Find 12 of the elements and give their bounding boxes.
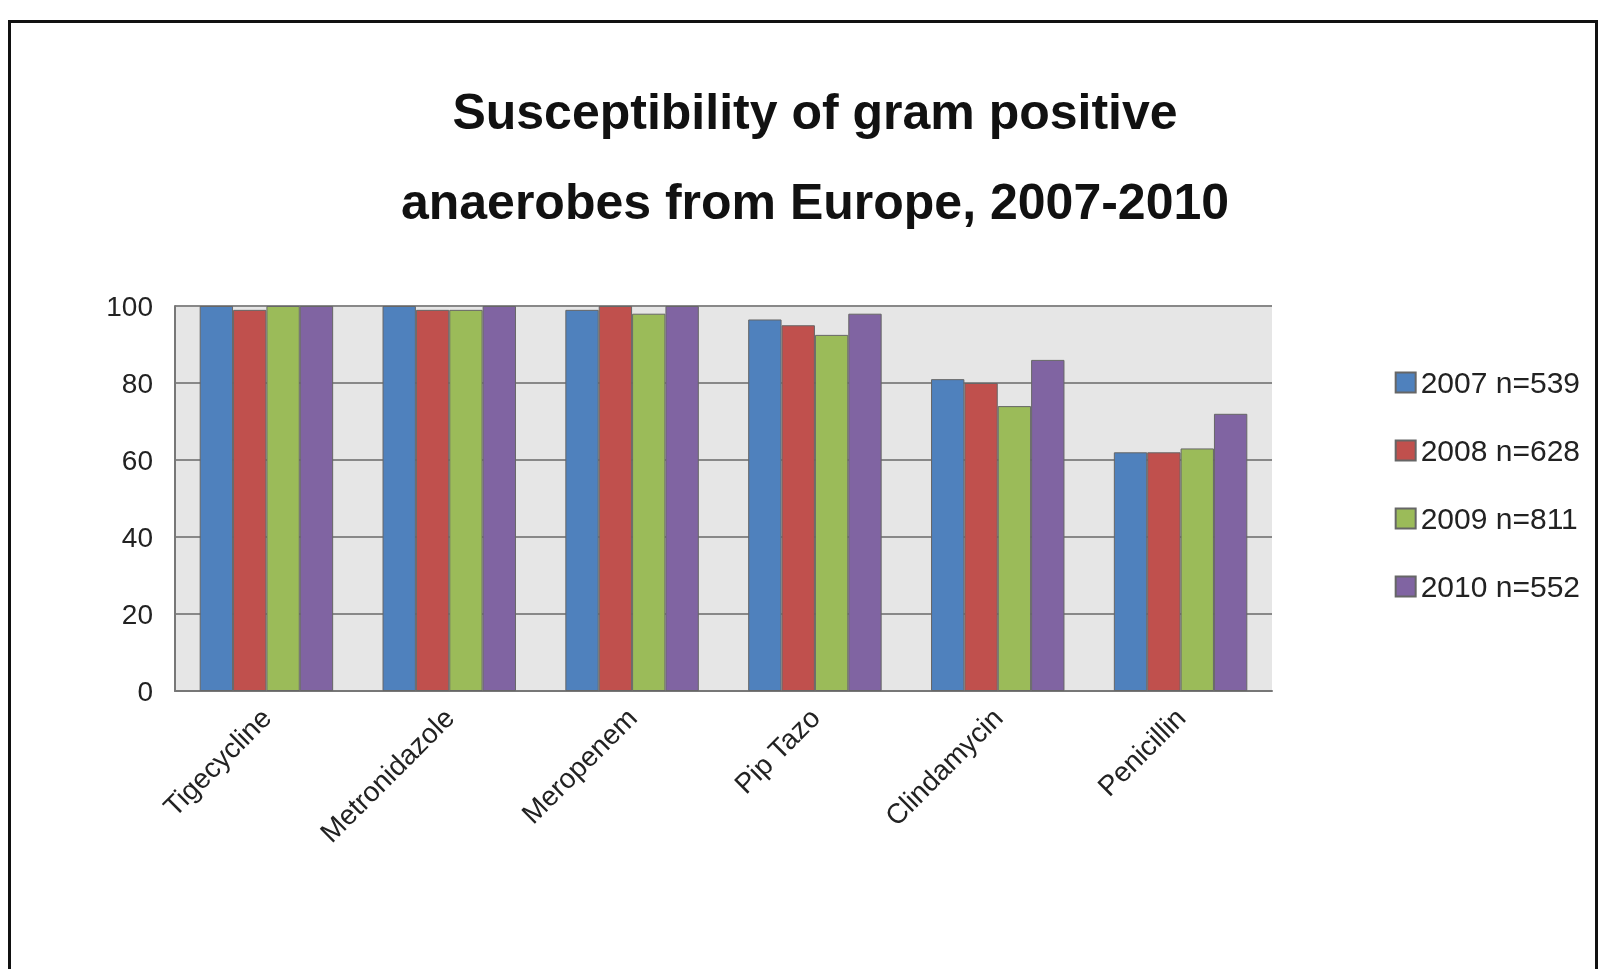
y-tick-label: 20 — [121, 598, 153, 630]
legend-label: 2010 n=552 — [1420, 570, 1581, 603]
y-tick-label: 100 — [106, 290, 153, 322]
chart-title: Susceptibility of gram positive anaerobes from Europe, 2007-2010 — [400, 84, 1230, 230]
x-tick-label: Pip Tazo — [728, 702, 826, 800]
y-tick-label: 80 — [121, 367, 153, 399]
legend-label: 2009 n=811 — [1420, 502, 1578, 535]
legend-label: 2007 n=539 — [1420, 366, 1581, 399]
y-tick-label: 60 — [121, 444, 153, 476]
y-tick-label: 0 — [137, 675, 153, 707]
legend-label: 2008 n=628 — [1420, 434, 1581, 467]
y-tick-label: 40 — [121, 521, 153, 553]
